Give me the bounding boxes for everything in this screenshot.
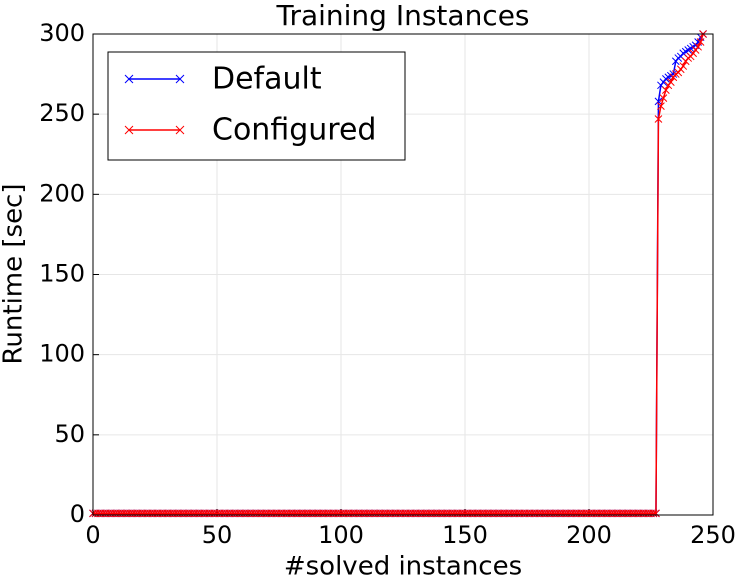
y-tick-label: 150 [39,260,85,288]
marker [666,78,675,86]
marker [649,509,658,518]
y-tick-label: 100 [39,340,85,368]
x-tick-label: 0 [85,521,100,549]
marker [694,42,702,51]
x-tick-label: 100 [318,521,364,549]
plot-frame [92,33,714,516]
x-axis-label: #solved instances [284,552,522,582]
marker [679,62,688,70]
x-tick-label: 150 [442,521,488,549]
y-tick-label: 0 [70,500,85,528]
legend-label: Default [212,62,322,97]
chart-title: Training Instances [275,0,529,32]
marker [686,52,695,61]
marker [691,46,700,54]
marker [676,65,685,74]
marker [662,86,670,94]
marker [652,509,660,518]
y-tick-label: 200 [39,179,85,207]
y-axis-label: Runtime [sec] [0,184,29,365]
marker [654,115,663,123]
marker [674,68,683,77]
y-tick-label: 250 [39,99,85,127]
legend-label: Configured [212,113,376,148]
marker [657,102,665,111]
marker [669,70,678,78]
x-tick-label: 200 [566,521,612,549]
legend-box [107,51,406,161]
marker [689,49,698,58]
marker [654,97,663,106]
marker [659,94,668,102]
marker [664,81,673,90]
x-tick-label: 250 [690,521,736,549]
x-tick-label: 50 [202,521,233,549]
y-tick-label: 50 [54,420,85,448]
legend-marker [124,125,185,135]
marker [696,38,705,46]
y-tick-label: 300 [39,19,85,47]
legend-marker [124,74,185,84]
